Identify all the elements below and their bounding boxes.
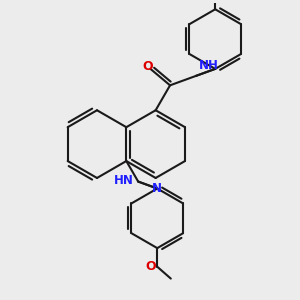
Text: O: O	[145, 260, 156, 273]
Text: O: O	[142, 60, 153, 73]
Text: NH: NH	[199, 59, 218, 72]
Text: HN: HN	[114, 174, 134, 187]
Text: N: N	[152, 182, 162, 195]
